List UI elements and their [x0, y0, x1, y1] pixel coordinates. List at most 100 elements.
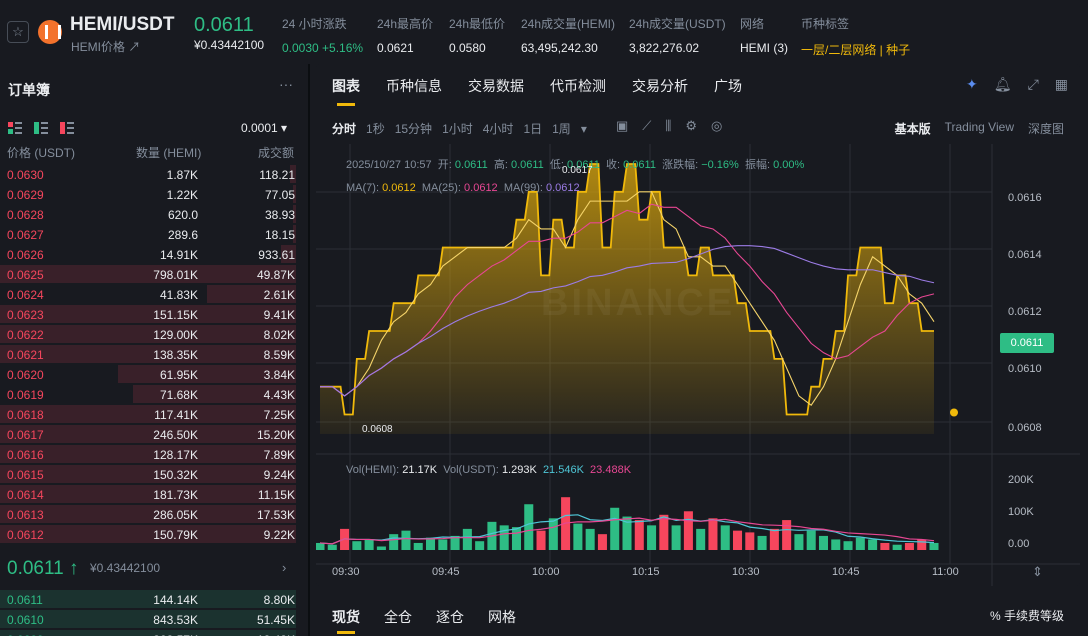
bid-row[interactable]: 0.0611 144.14K 8.80K [0, 589, 308, 609]
ask-row[interactable]: 0.0618 117.41K 7.25K [0, 404, 308, 424]
ask-row[interactable]: 0.0622 129.00K 8.02K [0, 324, 308, 344]
stat-0: 24 小时涨跌 0.0030 +5.16% [282, 15, 363, 55]
ask-qty: 286.05K [153, 508, 198, 522]
volume-bar [413, 542, 423, 550]
ask-row[interactable]: 0.0616 128.17K 7.89K [0, 444, 308, 464]
depth-bar [293, 185, 296, 203]
more-options-icon[interactable]: ··· [279, 76, 293, 92]
bid-row[interactable]: 0.0610 843.53K 51.45K [0, 609, 308, 629]
settings-icon[interactable]: ⚙︎ [685, 118, 698, 133]
interval-0[interactable]: 分时 [332, 122, 357, 136]
interval-4[interactable]: 4小时 [482, 122, 514, 136]
pair-name[interactable]: HEMI/USDT [70, 14, 175, 35]
tab-5[interactable]: 广场 [714, 78, 742, 94]
trade-tab-1[interactable]: 全仓 [384, 609, 412, 625]
depth-bar [0, 345, 296, 363]
chevron-right-icon[interactable]: › [282, 560, 287, 575]
volume-bar [573, 523, 583, 550]
layout-grid-icon[interactable]: ▦ [1054, 76, 1068, 92]
ask-qty: 620.0 [167, 208, 198, 222]
tab-3[interactable]: 代币检测 [550, 78, 606, 94]
ask-row[interactable]: 0.0621 138.35K 8.59K [0, 344, 308, 364]
tab-1[interactable]: 币种信息 [386, 78, 442, 94]
stat-value: 一层/二层网络 | 种子 [801, 43, 911, 57]
scale-reset-icon[interactable]: ⇕ [1032, 564, 1043, 579]
sparkle-ai-icon[interactable]: ✦ [966, 76, 978, 92]
ask-qty: 41.83K [159, 288, 198, 302]
stat-value: 3,822,276.02 [629, 41, 700, 55]
tab-0[interactable]: 图表 [332, 78, 360, 106]
ask-row[interactable]: 0.0630 1.87K 118.21 [0, 164, 308, 184]
view-0[interactable]: 基本版 [894, 122, 931, 136]
fee-level-link[interactable]: % 手续费等级 [989, 609, 1064, 623]
ask-row[interactable]: 0.0615 150.32K 9.24K [0, 464, 308, 484]
favorite-star-icon[interactable]: ☆ [7, 21, 29, 43]
expand-icon[interactable]: ⤢ [1027, 76, 1039, 92]
ask-row[interactable]: 0.0626 14.91K 933.61 [0, 244, 308, 264]
bid-row[interactable]: 0.0609 303.57K 18.48K [0, 629, 308, 636]
max-price-annotation: 0.0617 [562, 165, 593, 176]
volume-bar [475, 541, 485, 550]
trade-tab-3[interactable]: 网格 [488, 609, 516, 625]
volume-bar [818, 535, 828, 550]
target-icon[interactable]: ◎ [711, 118, 723, 133]
ask-row[interactable]: 0.0613 286.05K 17.53K [0, 504, 308, 524]
last-price-cny: ¥0.43442100 [194, 38, 265, 52]
ask-row[interactable]: 0.0628 620.0 38.93 [0, 204, 308, 224]
interval-6[interactable]: 1周 [552, 122, 571, 136]
bid-price: 0.0609 [7, 633, 44, 636]
current-price-tag: 0.0611 [1000, 333, 1054, 353]
ask-row[interactable]: 0.0624 41.83K 2.61K [0, 284, 308, 304]
tab-4[interactable]: 交易分析 [632, 78, 688, 94]
asks-view-icon[interactable] [60, 122, 74, 134]
interval-5[interactable]: 1日 [523, 122, 543, 136]
ask-price: 0.0624 [7, 288, 44, 302]
ask-total: 9.41K [263, 308, 295, 322]
bids-view-icon[interactable] [34, 122, 48, 134]
volume-bar [511, 527, 521, 550]
candle-type-icon[interactable]: ⫼ [665, 118, 672, 133]
ask-row[interactable]: 0.0617 246.50K 15.20K [0, 424, 308, 444]
ma7-line [320, 191, 935, 407]
ask-qty: 129.00K [153, 328, 198, 342]
price-area [320, 164, 934, 434]
ask-total: 49.87K [256, 268, 295, 282]
ask-row[interactable]: 0.0620 61.95K 3.84K [0, 364, 308, 384]
volume-bar [782, 520, 792, 550]
ask-row[interactable]: 0.0625 798.01K 49.87K [0, 264, 308, 284]
ask-row[interactable]: 0.0619 71.68K 4.43K [0, 384, 308, 404]
volume-bar [696, 528, 706, 550]
interval-7[interactable]: ▾ [580, 121, 587, 136]
interval-1[interactable]: 1秒 [366, 122, 385, 136]
view-2[interactable]: 深度图 [1027, 122, 1064, 136]
stat-5: 网络 HEMI (3) [740, 15, 788, 55]
volume-bar [499, 525, 509, 550]
volume-bar [929, 542, 939, 550]
precision-select[interactable]: 0.0001 ▾ [241, 121, 288, 135]
calendar-icon[interactable]: ▣ [616, 118, 629, 133]
both-sides-view-icon[interactable] [8, 122, 22, 134]
interval-3[interactable]: 1小时 [442, 122, 473, 136]
ask-row[interactable]: 0.0623 151.15K 9.41K [0, 304, 308, 324]
volume-bar [462, 528, 472, 550]
price-chart[interactable] [316, 144, 1080, 586]
bid-qty: 144.14K [153, 593, 198, 607]
volume-bar [426, 537, 436, 550]
volume-bar [733, 530, 743, 550]
volume-bar [659, 514, 669, 550]
ask-row[interactable]: 0.0629 1.22K 77.05 [0, 184, 308, 204]
depth-bar [281, 245, 296, 263]
tab-2[interactable]: 交易数据 [468, 78, 524, 94]
ask-total: 118.21 [259, 168, 295, 182]
pair-price-link[interactable]: HEMI价格 ↗ [71, 40, 141, 54]
ask-row[interactable]: 0.0612 150.79K 9.22K [0, 524, 308, 544]
trade-tab-0[interactable]: 现货 [332, 609, 360, 634]
bell-icon[interactable]: 🔔︎ [993, 76, 1012, 92]
indicator-icon[interactable]: ⟋ [642, 118, 652, 133]
ask-row[interactable]: 0.0627 289.6 18.15 [0, 224, 308, 244]
volume-bar [843, 541, 853, 550]
trade-tab-2[interactable]: 逐仓 [436, 609, 464, 625]
ask-row[interactable]: 0.0614 181.73K 11.15K [0, 484, 308, 504]
interval-2[interactable]: 15分钟 [394, 122, 433, 136]
view-1[interactable]: Trading View [944, 120, 1014, 134]
